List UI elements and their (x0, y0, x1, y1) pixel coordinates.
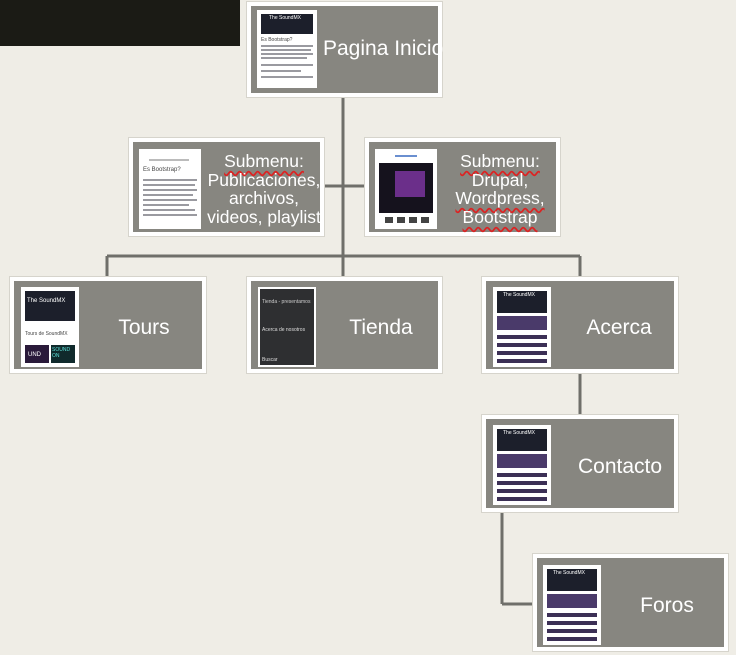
thumb-caption: Tours de SoundMX (25, 331, 68, 337)
node-submenu-drupal[interactable]: Submenu: Drupal, Wordpress, Bootstrap (365, 138, 560, 236)
thumb-brand: The SoundMX (27, 298, 66, 304)
thumbnail-submenu-publicaciones: Es Bootstrap? (139, 149, 201, 229)
dark-header-bar (0, 0, 240, 46)
node-label-submenu-publicaciones: Submenu: Publicaciones, archivos, videos… (207, 151, 321, 228)
thumb-heading: Es Bootstrap? (143, 167, 181, 173)
thumb-line2: Acerca de nosotros (262, 327, 306, 333)
thumb-line3: Buscar (262, 357, 278, 363)
node-label-foros: Foros (640, 594, 694, 617)
node-label-submenu-drupal: Submenu: Drupal, Wordpress, Bootstrap (455, 151, 545, 228)
thumbnail-tienda: Tienda - presentamos Acerca de nosotros … (258, 287, 316, 367)
node-label-acerca: Acerca (586, 316, 652, 339)
thumb-brand: The SoundMX (503, 292, 535, 298)
thumbnail-submenu-drupal (375, 149, 437, 229)
node-label-pagina-inicio: Pagina Inicio (323, 37, 444, 60)
node-submenu-publicaciones[interactable]: Es Bootstrap? Submenu: Publicaciones, ar… (129, 138, 324, 236)
node-pagina-inicio[interactable]: The SoundMX Es Bootstrap? Pagina Inicio (247, 2, 444, 97)
node-contacto[interactable]: The SoundMX Contacto (482, 415, 678, 512)
node-label-tours: Tours (118, 316, 170, 339)
thumbnail-acerca: The SoundMX (493, 287, 551, 367)
thumb-brand: The SoundMX (269, 15, 301, 21)
thumbnail-pagina-inicio: The SoundMX Es Bootstrap? (257, 10, 317, 88)
node-foros[interactable]: The SoundMX Foros (533, 554, 728, 651)
thumb-heading: Es Bootstrap? (261, 37, 293, 43)
thumb-line1: Tienda - presentamos (262, 299, 311, 305)
thumb-brand: The SoundMX (503, 430, 535, 436)
node-tours[interactable]: The SoundMX Tours de SoundMX UND SOUND O… (10, 277, 206, 373)
node-label-tienda: Tienda (349, 316, 413, 339)
node-tienda[interactable]: Tienda - presentamos Acerca de nosotros … (247, 277, 442, 373)
thumbnail-contacto: The SoundMX (493, 425, 551, 505)
node-label-contacto: Contacto (577, 455, 663, 478)
node-acerca[interactable]: The SoundMX Acerca (482, 277, 678, 373)
thumb-badge-sound: SOUND ON (52, 347, 71, 359)
thumb-brand: The SoundMX (553, 570, 585, 576)
thumb-badge-und: UND (28, 352, 41, 358)
thumbnail-foros: The SoundMX (543, 565, 601, 645)
thumbnail-tours: The SoundMX Tours de SoundMX UND SOUND O… (21, 287, 79, 367)
